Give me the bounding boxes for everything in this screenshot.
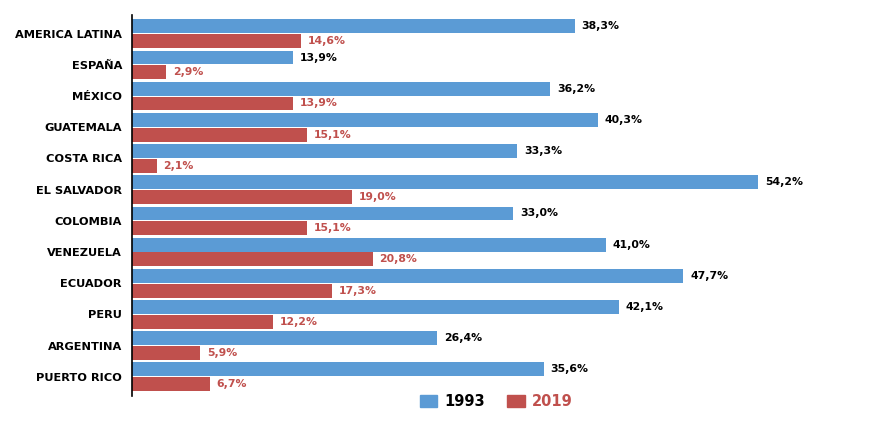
Legend: 1993, 2019: 1993, 2019 <box>414 388 578 415</box>
Text: 2,1%: 2,1% <box>164 161 194 171</box>
Text: 13,9%: 13,9% <box>300 98 338 109</box>
Bar <box>132 20 575 33</box>
Text: 14,6%: 14,6% <box>308 36 346 46</box>
Text: 12,2%: 12,2% <box>280 317 318 327</box>
Bar <box>132 252 373 266</box>
Bar <box>132 159 157 173</box>
Text: 33,0%: 33,0% <box>521 209 558 218</box>
Text: 42,1%: 42,1% <box>626 302 663 312</box>
Text: 13,9%: 13,9% <box>300 53 338 63</box>
Text: 2,9%: 2,9% <box>172 67 203 77</box>
Text: 36,2%: 36,2% <box>557 84 596 94</box>
Text: 20,8%: 20,8% <box>380 255 417 264</box>
Bar <box>132 363 543 376</box>
Text: 26,4%: 26,4% <box>444 333 482 343</box>
Bar <box>132 206 514 220</box>
Bar <box>132 65 165 79</box>
Bar <box>132 175 759 189</box>
Text: 15,1%: 15,1% <box>313 129 352 140</box>
Text: 5,9%: 5,9% <box>207 348 238 358</box>
Bar <box>132 190 352 204</box>
Bar <box>132 113 598 127</box>
Bar <box>132 221 307 235</box>
Text: 38,3%: 38,3% <box>582 21 619 31</box>
Bar <box>132 238 606 251</box>
Text: 6,7%: 6,7% <box>217 379 247 389</box>
Text: 47,7%: 47,7% <box>690 271 728 281</box>
Text: 15,1%: 15,1% <box>313 223 352 233</box>
Text: 54,2%: 54,2% <box>766 177 803 187</box>
Bar <box>132 315 273 329</box>
Text: 35,6%: 35,6% <box>550 364 588 374</box>
Bar <box>132 97 293 110</box>
Bar <box>132 144 517 158</box>
Bar <box>132 51 293 65</box>
Text: 41,0%: 41,0% <box>612 240 651 250</box>
Text: 40,3%: 40,3% <box>605 115 643 125</box>
Bar <box>132 34 301 48</box>
Bar <box>132 377 210 391</box>
Bar <box>132 300 619 314</box>
Bar <box>132 269 683 283</box>
Bar <box>132 283 332 298</box>
Bar <box>132 332 438 345</box>
Bar <box>132 82 550 96</box>
Text: 33,3%: 33,3% <box>524 146 562 156</box>
Text: 19,0%: 19,0% <box>359 192 396 202</box>
Text: 17,3%: 17,3% <box>339 286 377 295</box>
Bar <box>132 346 200 360</box>
Bar <box>132 128 307 142</box>
